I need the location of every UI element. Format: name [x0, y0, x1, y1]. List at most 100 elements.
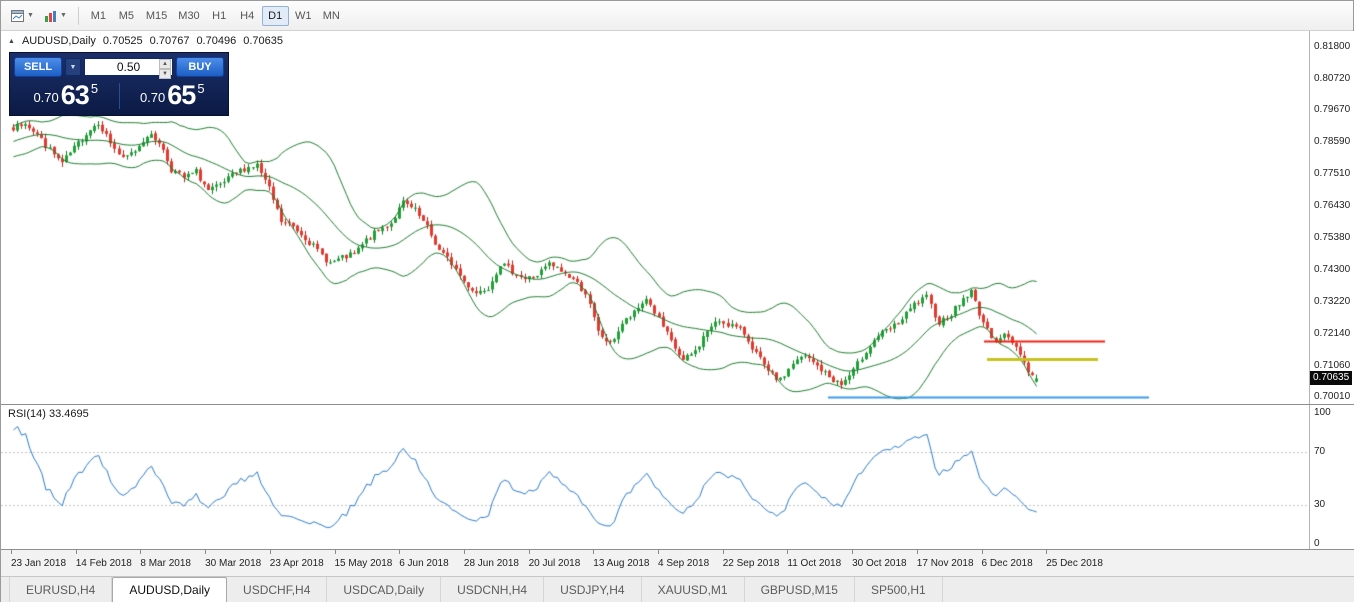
price-divider	[118, 83, 120, 109]
rsi-chart-canvas[interactable]	[1, 405, 1309, 549]
time-tick-mark	[205, 550, 207, 554]
buy-price-button[interactable]: 0.70 65 5	[121, 81, 225, 111]
tab-usdchf-h4[interactable]: USDCHF,H4	[227, 577, 328, 602]
price-axis[interactable]: 0.70635 0.81800 0.80720 0.79670 0.78590 0.77…	[1309, 31, 1354, 549]
chevron-down-icon: ▼	[27, 12, 34, 19]
indicators-button[interactable]: ▼	[39, 5, 72, 27]
time-tick-mark	[593, 550, 595, 554]
time-tick-mark	[916, 550, 918, 554]
time-axis[interactable]: 23 Jan 2018 14 Feb 2018 8 Mar 2018 30 Mar 2…	[1, 550, 1354, 576]
date-label: 15 May 2018	[334, 558, 393, 569]
tab-usdjpy-h4[interactable]: USDJPY,H4	[544, 577, 642, 602]
ohlc-high: 0.70767	[149, 35, 190, 47]
date-label: 30 Mar 2018	[205, 558, 262, 569]
panel-splitter[interactable]	[1, 404, 1354, 405]
timeframe-m15[interactable]: M15	[145, 9, 168, 22]
price-tick: 0.74300	[1314, 263, 1351, 275]
tab-gbpusd-m15[interactable]: GBPUSD,M15	[745, 577, 855, 602]
buy-price-pipette: 5	[197, 81, 205, 96]
date-label: 30 Oct 2018	[852, 558, 907, 569]
price-tick: 0.73220	[1314, 295, 1351, 307]
price-tick: 0.81800	[1314, 41, 1351, 52]
sell-button[interactable]: SELL	[14, 57, 62, 77]
timeframe-h4[interactable]: H4	[240, 9, 255, 22]
date-label: 23 Jan 2018	[11, 558, 67, 569]
volume-stepper-up-icon[interactable]: ▲	[159, 59, 171, 69]
price-tick: 0.71060	[1314, 359, 1351, 371]
timeframe-d1[interactable]: D1	[261, 5, 289, 26]
date-label: 4 Sep 2018	[658, 558, 710, 569]
time-tick-mark	[528, 550, 530, 554]
volume-dropdown-button[interactable]: ▼	[65, 58, 81, 76]
time-tick-mark	[1046, 550, 1048, 554]
date-label: 11 Oct 2018	[787, 558, 842, 569]
timeframe-group: M1 M5 M15 M30 H1 H4 D1 W1 MN	[85, 5, 345, 26]
date-label: 23 Apr 2018	[269, 558, 324, 569]
indicators-icon	[44, 10, 57, 22]
toolbar: ▼ ▼ M1 M5 M15 M30 H1 H4 D1 W1 MN	[1, 1, 1353, 31]
date-label: 6 Jun 2018	[399, 558, 449, 569]
symbol-expand-icon[interactable]: ▲	[8, 37, 15, 45]
date-label: 13 Aug 2018	[593, 558, 650, 569]
time-tick-mark	[140, 550, 142, 554]
ohlc-open: 0.70525	[102, 35, 143, 47]
buy-price-big: 65	[167, 80, 196, 110]
time-tick-mark	[463, 550, 465, 554]
date-label: 20 Jul 2018	[528, 558, 581, 569]
chart-window-button[interactable]: ▼	[6, 5, 39, 27]
toolbar-separator	[77, 6, 79, 25]
volume-input[interactable]: 0.50 ▲ ▼	[84, 58, 173, 79]
time-tick-mark	[658, 550, 659, 554]
time-tick-mark	[75, 550, 77, 554]
volume-value: 0.50	[116, 60, 141, 74]
sell-price-pipette: 5	[90, 81, 99, 96]
tab-xauusd-m1[interactable]: XAUUSD,M1	[642, 577, 745, 602]
price-tick: 0.76430	[1314, 200, 1351, 212]
sell-price-button[interactable]: 0.70 63 5	[14, 81, 118, 111]
time-tick-mark	[11, 550, 12, 554]
time-tick-mark	[852, 550, 854, 554]
tab-usdcad-daily[interactable]: USDCAD,Daily	[327, 577, 442, 602]
timeframe-m5[interactable]: M5	[118, 9, 135, 22]
buy-button[interactable]: BUY	[176, 57, 224, 77]
price-tick: 0.75380	[1314, 231, 1351, 243]
price-tick: 0.78590	[1314, 136, 1351, 148]
rsi-tick: 70	[1314, 446, 1326, 458]
rsi-panel: RSI(14) 33.4695	[1, 405, 1309, 549]
date-label: 14 Feb 2018	[75, 558, 132, 569]
timeframe-m1[interactable]: M1	[90, 9, 107, 22]
chart-title: ▲ AUDUSD,Daily 0.70525 0.70767 0.70496 0…	[8, 35, 283, 47]
price-tick: 0.77510	[1314, 168, 1351, 180]
rsi-tick: 100	[1314, 407, 1331, 418]
rsi-tick: 30	[1314, 498, 1326, 510]
time-tick-mark	[722, 550, 724, 554]
ohlc-close: 0.70635	[243, 35, 283, 47]
time-tick-mark	[269, 550, 271, 554]
tab-audusd-daily[interactable]: AUDUSD,Daily	[112, 577, 228, 602]
tab-sp500-h1[interactable]: SP500,H1	[855, 577, 943, 602]
time-tick-mark	[334, 550, 336, 554]
buy-price-prefix: 0.70	[139, 90, 166, 105]
chart-symbol-period: AUDUSD,Daily	[21, 35, 96, 47]
price-tick: 0.79670	[1314, 104, 1351, 116]
timeframe-mn[interactable]: MN	[322, 9, 340, 22]
date-label: 22 Sep 2018	[722, 558, 780, 569]
tab-bar: EURUSD,H4 AUDUSD,Daily USDCHF,H4 USDCAD,Dai…	[1, 576, 1354, 602]
main-chart-panel: ▲ AUDUSD,Daily 0.70525 0.70767 0.70496 0…	[1, 31, 1309, 404]
price-tick: 0.70010	[1314, 391, 1351, 402]
chart-window-icon	[11, 9, 24, 22]
one-click-trading-panel: SELL ▼ 0.50 ▲ ▼ BUY 0.70 63 5	[9, 52, 229, 116]
volume-stepper: ▲ ▼	[159, 59, 171, 79]
timeframe-m30[interactable]: M30	[178, 9, 200, 22]
time-tick-mark	[787, 550, 789, 554]
rsi-indicator-label: RSI(14) 33.4695	[8, 408, 89, 420]
tab-eurusd-h4[interactable]: EURUSD,H4	[9, 577, 113, 602]
timeaxis-splitter	[1, 549, 1354, 550]
price-tick: 0.72140	[1314, 327, 1351, 339]
date-label: 28 Jun 2018	[463, 558, 519, 569]
volume-stepper-down-icon[interactable]: ▼	[159, 69, 171, 79]
tab-usdcnh-h4[interactable]: USDCNH,H4	[441, 577, 545, 602]
timeframe-w1[interactable]: W1	[294, 9, 312, 22]
timeframe-h1[interactable]: H1	[212, 9, 227, 22]
